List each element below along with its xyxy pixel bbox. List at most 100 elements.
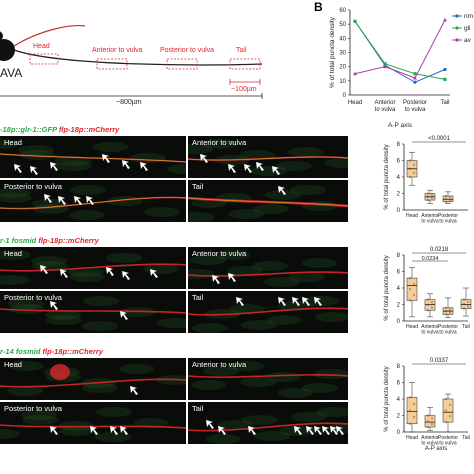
puncta-arrow-icon bbox=[30, 166, 38, 175]
x-tick-label: Tail bbox=[462, 435, 470, 441]
region-box-anterior bbox=[96, 58, 128, 70]
puncta-arrow-icon bbox=[40, 265, 48, 274]
y-axis-label: % of total puncta density bbox=[329, 16, 336, 88]
y-axis-label: % of total puncta density bbox=[384, 366, 390, 431]
tile-region-label: Tail bbox=[192, 182, 204, 191]
x-tick-label: Posterior to vulva bbox=[438, 435, 458, 447]
scale-small-label: ~100µm bbox=[231, 86, 257, 93]
data-point bbox=[383, 62, 387, 66]
box bbox=[460, 287, 472, 317]
micrograph-image bbox=[188, 361, 348, 398]
micrograph-image bbox=[0, 185, 186, 220]
box bbox=[424, 293, 436, 318]
title-green-marker: r-1 fosmid bbox=[0, 236, 37, 245]
y-tick-label: 8 bbox=[397, 142, 401, 148]
box bbox=[406, 382, 418, 433]
micrograph-image bbox=[188, 185, 348, 222]
micrograph-image bbox=[188, 139, 348, 176]
y-tick-label: 8 bbox=[397, 253, 401, 259]
puncta-arrow-icon bbox=[140, 162, 148, 171]
region-box-tail bbox=[229, 58, 261, 70]
tile-region-label: Head bbox=[4, 138, 22, 147]
y-tick-label: 60 bbox=[339, 8, 346, 14]
x-tick-label: Head bbox=[406, 324, 418, 330]
puncta-line-chart: 0 10 20 30 40 50 60% of total puncta density He… bbox=[329, 8, 473, 129]
puncta-arrow-icon bbox=[228, 164, 236, 173]
micrograph-image bbox=[0, 361, 186, 396]
box bbox=[406, 151, 418, 186]
box-plot: 0 2 4 6 8 % of total puncta density <0.0001 Hea… bbox=[384, 136, 468, 225]
puncta-arrow-icon bbox=[278, 186, 286, 195]
p-value-label: 0.0337 bbox=[430, 358, 449, 364]
puncta-arrow-icon bbox=[74, 196, 82, 205]
micrograph-tile: Tail bbox=[188, 402, 348, 444]
micrograph-image bbox=[0, 407, 186, 442]
y-tick-label: 40 bbox=[339, 36, 346, 42]
tile-region-label: Head bbox=[4, 249, 22, 258]
y-tick-label: 10 bbox=[339, 79, 346, 85]
x-tick-label: Head bbox=[348, 100, 362, 106]
data-point bbox=[383, 64, 387, 69]
tile-region-label: Head bbox=[4, 360, 22, 369]
puncta-arrow-icon bbox=[120, 426, 128, 435]
puncta-arrow-icon bbox=[336, 426, 344, 435]
title-red-marker: flp-18p::mCherry bbox=[40, 347, 103, 356]
box bbox=[424, 189, 436, 204]
micrograph-tile: Anterior to vulva bbox=[188, 358, 348, 400]
data-point bbox=[413, 80, 417, 84]
puncta-arrow-icon bbox=[248, 426, 256, 435]
y-axis-label: % of total puncta density bbox=[384, 144, 390, 209]
x-tick-label: Posterior to vulva bbox=[403, 100, 427, 113]
x-tick-label: Anterior to vulva bbox=[421, 213, 439, 225]
title-red-marker: flp-18p::mCherry bbox=[36, 236, 99, 245]
puncta-arrow-icon bbox=[218, 426, 226, 435]
row-title: -18p::glr-1::GFP flp-18p::mCherry bbox=[0, 125, 119, 134]
y-tick-label: 6 bbox=[397, 159, 401, 165]
data-point bbox=[413, 76, 417, 80]
puncta-arrow-icon bbox=[294, 426, 302, 435]
title-green-marker: r-14 fosmid bbox=[0, 347, 41, 356]
ava-process bbox=[13, 49, 263, 66]
x-tick-label: Anterior to vulva bbox=[421, 435, 439, 447]
panel-letter-b: B bbox=[314, 0, 323, 14]
micrograph-tile: Tail bbox=[188, 180, 348, 222]
y-tick-label: 4 bbox=[397, 397, 401, 403]
puncta-arrow-icon bbox=[130, 386, 138, 395]
series-line-gli bbox=[354, 21, 446, 80]
micrograph-image bbox=[188, 296, 348, 333]
legend-label: av bbox=[464, 37, 472, 44]
puncta-arrow-icon bbox=[14, 164, 22, 173]
micrograph-image bbox=[0, 250, 186, 285]
puncta-arrow-icon bbox=[50, 162, 58, 171]
series-line-av bbox=[354, 19, 446, 79]
p-value-label: 0.0218 bbox=[430, 247, 449, 253]
puncta-arrow-icon bbox=[50, 426, 58, 435]
x-tick-label: Posterior to vulva bbox=[438, 213, 458, 225]
puncta-arrow-icon bbox=[44, 194, 52, 203]
micrograph-tile: Posterior to vulva bbox=[0, 180, 186, 222]
box bbox=[442, 191, 454, 204]
micrograph-tile: Anterior to vulva bbox=[188, 136, 348, 178]
y-tick-label: 0 bbox=[397, 208, 401, 214]
y-tick-label: 4 bbox=[397, 175, 401, 181]
y-tick-label: 30 bbox=[339, 51, 346, 57]
x-tick-label: Tail bbox=[440, 100, 449, 106]
micrograph-image bbox=[188, 250, 348, 287]
tile-region-label: Posterior to vulva bbox=[4, 182, 62, 191]
micrograph-tile: Tail bbox=[188, 291, 348, 333]
box-plot: 0 2 4 6 8 % of total puncta density 0.0218 0.02… bbox=[384, 247, 472, 336]
puncta-arrow-icon bbox=[292, 297, 300, 306]
legend-label: nm bbox=[464, 13, 473, 20]
tile-region-label: Tail bbox=[192, 293, 204, 302]
puncta-arrow-icon bbox=[58, 196, 66, 205]
data-point bbox=[413, 72, 417, 76]
tile-region-label: Posterior to vulva bbox=[4, 293, 62, 302]
panel-a: AVA Head Anterior to vulva Posterior to … bbox=[0, 0, 300, 110]
y-tick-label: 50 bbox=[339, 22, 346, 28]
ava-label: AVA bbox=[0, 66, 23, 80]
y-tick-label: 2 bbox=[397, 303, 401, 309]
micrograph-tile: Posterior to vulva bbox=[0, 402, 186, 444]
puncta-arrow-icon bbox=[110, 426, 118, 435]
micrograph-tile: Anterior to vulva bbox=[188, 247, 348, 289]
y-tick-label: 6 bbox=[397, 381, 401, 387]
